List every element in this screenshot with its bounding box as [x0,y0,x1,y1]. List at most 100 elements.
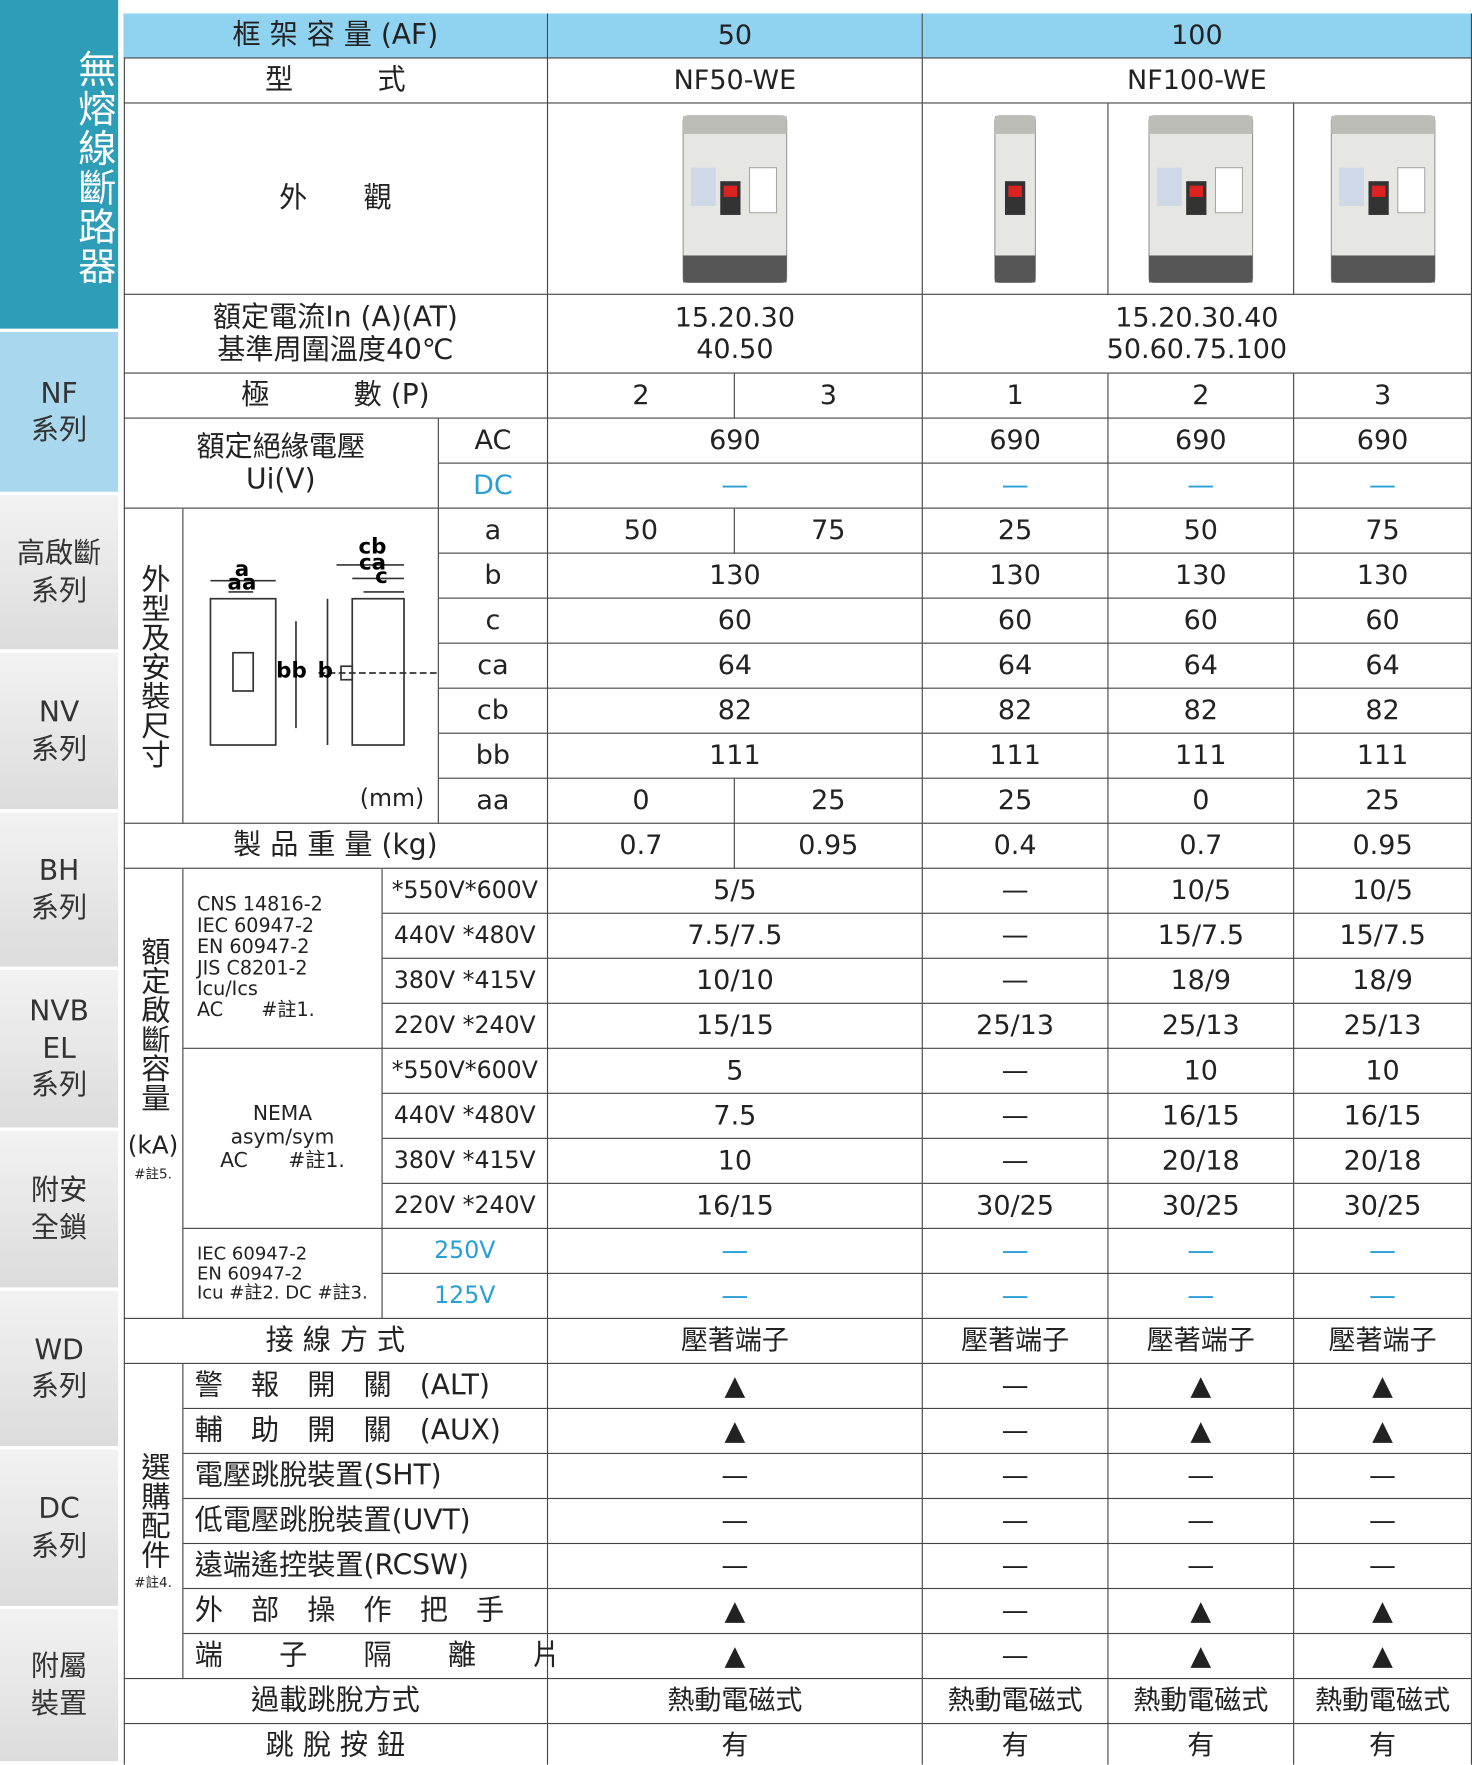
table-cell: 有 [923,1724,1109,1765]
table-cell: 130 [1108,553,1295,599]
dimension-label: cb [359,535,387,560]
table-cell: — [1294,1454,1472,1500]
table-cell: 5/5 [548,868,923,914]
cell-line: 基準周圍溫度40℃ [217,332,454,366]
table-cell: — [922,1454,1109,1500]
table-cell: 低電壓跳脫裝置(UVT) [183,1499,549,1545]
options-label: 選購配件 #註4. [123,1363,184,1680]
table-cell: 外 部 操 作 把 手 [183,1589,549,1635]
sidebar-item[interactable]: NF 系列 [0,331,119,496]
dimension-figure: a aa cb ca c bb b (mm) [183,508,439,824]
table-cell: IEC 60947-2 EN 60947-2 Icu #註2. DC #註3. [183,1228,383,1319]
cell-line: EN 60947-2 [196,1262,303,1284]
table-cell: — [1294,1499,1472,1545]
breaker-image [1108,103,1295,295]
table-cell: ▲ [548,1409,923,1455]
table-cell: 過載跳脫方式 [123,1679,549,1725]
sidebar-item[interactable]: 附安 全鎖 [0,1131,119,1291]
sidebar-item[interactable]: DC 系列 [0,1449,119,1610]
table-cell: — [548,1228,923,1274]
table-cell: 壓著端子 [1108,1318,1295,1364]
cell-line: NEMA [252,1102,313,1126]
table-cell: 20/18 [1294,1138,1472,1184]
table-cell: ▲ [1294,1589,1472,1635]
table-cell: 60 [1108,598,1295,644]
note: #註4. [134,1573,172,1590]
table-cell: — [922,1273,1109,1319]
table-cell: 熱動電磁式 [548,1679,923,1725]
sidebar-item-text: 附安 [30,1173,88,1207]
sidebar-item[interactable]: 附屬 裝置 [0,1609,119,1765]
table-cell: b [438,553,549,599]
sidebar-item[interactable]: WD 系列 [0,1290,119,1450]
table-cell: 440V *480V [382,913,549,959]
table-cell: NEMA asym/sym AC #註1. [183,1048,383,1229]
sidebar-item[interactable]: NV 系列 [0,652,119,813]
table-cell: 25 [922,778,1109,824]
sidebar-item[interactable]: BH 系列 [0,812,119,971]
sidebar-item[interactable]: NVB EL 系列 [0,970,119,1132]
cell-line: IEC 60947-2 [196,915,315,938]
table-cell: ▲ [1294,1363,1472,1410]
cell-line: 50.60.75.100 [1106,332,1288,365]
table-cell: 框 架 容 量 (AF) [123,13,549,59]
table-cell: — [1108,1454,1295,1500]
table-cell: bb [438,733,549,779]
table-cell: 16/15 [1108,1093,1295,1139]
breaker-photo [682,114,788,283]
table-cell: 30/25 [922,1183,1109,1229]
sidebar-item-text: NF [40,376,78,410]
table-cell: 25/13 [922,1003,1109,1049]
unit-label: (kA) [127,1132,179,1161]
table-cell: 64 [548,643,923,689]
table-cell: 16/15 [548,1183,923,1229]
cell-line: IEC 60947-2 [196,1242,308,1264]
table-cell: 50 [1108,508,1295,554]
table-cell: 30/25 [1108,1183,1295,1229]
note: #註5. [134,1166,172,1183]
sidebar-item-text: 系列 [30,573,88,607]
table-cell: — [1108,463,1295,509]
table-cell: 111 [1108,733,1295,779]
table-cell: 10 [548,1138,923,1184]
cell-line: CNS 14816-2 [196,894,323,917]
dimension-label: c [375,564,388,589]
table-cell: 0.4 [922,823,1109,869]
table-cell: 690 [1294,418,1472,464]
table-cell: 端 子 隔 離 片 [183,1634,560,1680]
table-cell: 遠端遙控裝置(RCSW) [183,1544,549,1590]
breaker-image [548,103,923,295]
cell-line: asym/sym [230,1125,335,1150]
table-cell: 10/5 [1294,868,1472,914]
sidebar-item[interactable]: 高啟斷 系列 [0,495,119,653]
table-cell: 690 [548,418,923,464]
sidebar-item-text: 系列 [30,1528,88,1562]
vertical-label: 額定啟斷容量 [136,936,170,1112]
table-cell: ▲ [1108,1409,1295,1455]
table-cell: 380V *415V [382,1138,549,1184]
table-cell: a [438,508,549,554]
sidebar-item-text: NVB [29,995,89,1028]
table-cell: 10 [1294,1048,1472,1094]
table-cell: *550V*600V [382,1048,549,1094]
table-cell: 50 [548,508,735,554]
table-cell: 熱動電磁式 [1108,1679,1295,1725]
cell-line: EN 60947-2 [196,936,310,959]
table-cell: — [1108,1499,1295,1545]
cell-line: 額定電流In (A)(AT) [212,300,458,333]
table-cell: 2 [1108,373,1295,419]
table-cell: 有 [1294,1724,1472,1765]
table-cell: — [922,913,1109,959]
table-cell: 30/25 [1294,1183,1472,1229]
table-cell: 18/9 [1294,958,1472,1004]
table-cell: 壓著端子 [548,1318,923,1364]
table-cell: 電壓跳脫裝置(SHT) [183,1454,549,1500]
table-cell: *550V*600V [382,868,549,914]
table-cell: 20/18 [1108,1138,1295,1184]
table-cell: 64 [1108,643,1295,689]
breaker-image [1294,103,1472,295]
table-cell: ▲ [548,1589,923,1635]
table-cell: — [922,1093,1109,1139]
table-cell: 130 [922,553,1109,599]
table-cell: 3 [734,373,923,419]
